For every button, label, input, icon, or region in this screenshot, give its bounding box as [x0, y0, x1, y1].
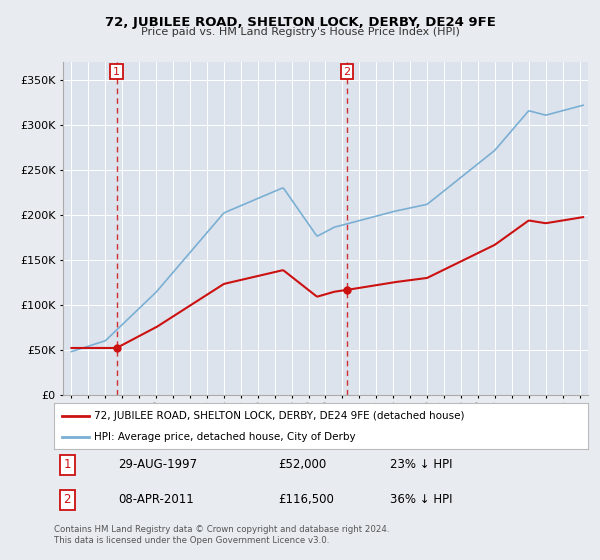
Text: 36% ↓ HPI: 36% ↓ HPI [391, 493, 453, 506]
Text: 2: 2 [64, 493, 71, 506]
Text: £52,000: £52,000 [278, 458, 326, 472]
Text: HPI: Average price, detached house, City of Derby: HPI: Average price, detached house, City… [94, 432, 356, 442]
Text: 08-APR-2011: 08-APR-2011 [118, 493, 194, 506]
Text: Contains HM Land Registry data © Crown copyright and database right 2024.
This d: Contains HM Land Registry data © Crown c… [54, 525, 389, 545]
Text: 1: 1 [113, 67, 120, 77]
Text: 23% ↓ HPI: 23% ↓ HPI [391, 458, 453, 472]
Text: £116,500: £116,500 [278, 493, 334, 506]
Text: 72, JUBILEE ROAD, SHELTON LOCK, DERBY, DE24 9FE: 72, JUBILEE ROAD, SHELTON LOCK, DERBY, D… [104, 16, 496, 29]
Text: 29-AUG-1997: 29-AUG-1997 [118, 458, 197, 472]
Text: 2: 2 [344, 67, 350, 77]
Text: 72, JUBILEE ROAD, SHELTON LOCK, DERBY, DE24 9FE (detached house): 72, JUBILEE ROAD, SHELTON LOCK, DERBY, D… [94, 410, 464, 421]
Text: 1: 1 [64, 458, 71, 472]
Text: Price paid vs. HM Land Registry's House Price Index (HPI): Price paid vs. HM Land Registry's House … [140, 27, 460, 37]
